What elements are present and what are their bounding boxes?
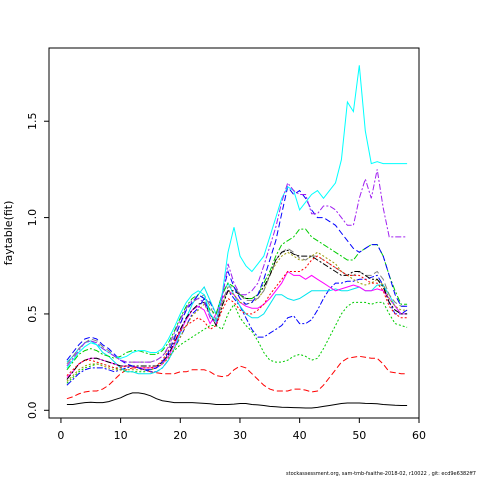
series-line-7 xyxy=(66,251,408,382)
y-tick-label: 1.5 xyxy=(26,112,39,129)
x-tick-label: 30 xyxy=(233,429,247,442)
series-line-6 xyxy=(66,270,408,378)
x-axis: 0 10 20 30 40 50 60 xyxy=(57,418,426,442)
y-axis: 0.0 0.5 1.0 1.5 xyxy=(26,112,49,419)
x-tick-label: 20 xyxy=(173,429,187,442)
footer-note: stockassessment.org, sam-tmb-fsaithe-201… xyxy=(286,471,476,477)
series-line-11 xyxy=(66,228,408,371)
series-line-2 xyxy=(66,355,408,400)
x-tick-label: 0 xyxy=(57,429,64,442)
y-axis-title: faytable(fit) xyxy=(2,201,15,266)
series-line-14 xyxy=(66,169,408,367)
series-layer xyxy=(66,65,408,409)
plot-frame xyxy=(48,47,420,419)
x-tick-label: 10 xyxy=(114,429,128,442)
series-line-4 xyxy=(66,274,408,386)
y-tick-label: 0.5 xyxy=(26,305,39,323)
y-tick-label: 0.0 xyxy=(26,402,39,420)
x-tick-label: 40 xyxy=(293,429,307,442)
series-line-10 xyxy=(66,255,408,376)
series-line-13 xyxy=(66,65,408,369)
x-tick-label: 60 xyxy=(412,429,426,442)
series-line-12 xyxy=(66,185,408,371)
series-line-5 xyxy=(66,282,408,375)
y-tick-label: 1.0 xyxy=(26,209,39,227)
series-line-3 xyxy=(66,301,408,384)
series-line-1 xyxy=(66,392,408,409)
x-tick-label: 50 xyxy=(352,429,366,442)
series-line-8 xyxy=(66,247,408,365)
series-line-9 xyxy=(66,249,408,380)
